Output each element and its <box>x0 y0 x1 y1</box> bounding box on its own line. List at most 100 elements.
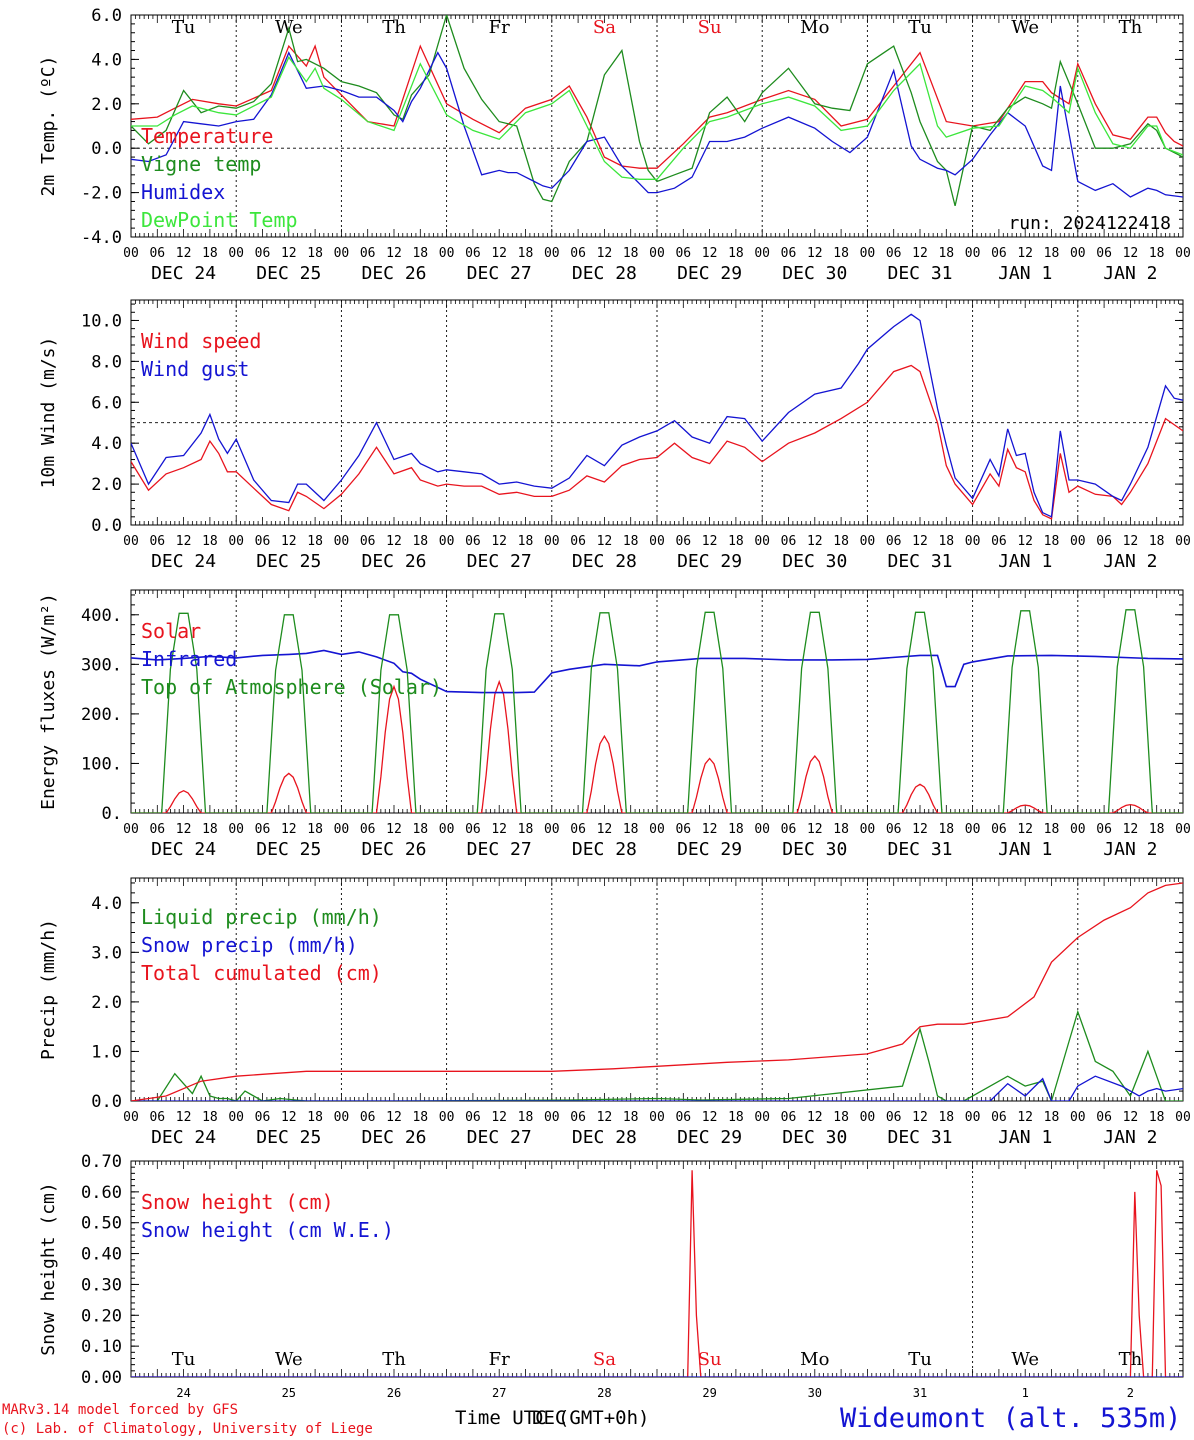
date-label: DEC 29 <box>677 263 742 284</box>
day-of-week-label: Th <box>382 1349 406 1370</box>
hour-tick-label: 12 <box>491 822 507 837</box>
hour-tick-label: 06 <box>1096 822 1112 837</box>
y-tick-label: 6.0 <box>91 393 122 413</box>
hour-tick-label: 12 <box>807 534 823 549</box>
day-of-week-label: Fr <box>489 1349 510 1370</box>
day-number-label: 2 <box>1127 1386 1134 1400</box>
hour-tick-label: 18 <box>938 534 954 549</box>
hour-tick-label: 12 <box>1123 822 1139 837</box>
hour-tick-label: 18 <box>202 246 218 261</box>
hour-tick-label: 18 <box>307 1110 323 1125</box>
hour-tick-label: 00 <box>439 534 455 549</box>
day-number-label: 29 <box>702 1386 716 1400</box>
hour-tick-label: 00 <box>228 1110 244 1125</box>
hour-tick-label: 00 <box>754 822 770 837</box>
hour-tick-label: 18 <box>412 822 428 837</box>
hour-tick-label: 00 <box>860 246 876 261</box>
hour-tick-label: 00 <box>439 246 455 261</box>
date-label: DEC 24 <box>151 1127 216 1148</box>
hour-tick-label: 06 <box>886 1110 902 1125</box>
day-number-label: 25 <box>282 1386 296 1400</box>
y-tick-label: 4.0 <box>91 894 122 914</box>
y-axis-label: Snow height (cm) <box>38 1182 59 1355</box>
hour-tick-label: 00 <box>544 1110 560 1125</box>
date-label: DEC 28 <box>572 263 637 284</box>
hour-tick-label: 12 <box>912 822 928 837</box>
date-label: DEC 27 <box>467 839 532 860</box>
hour-tick-label: 18 <box>1044 246 1060 261</box>
date-label: DEC 31 <box>887 839 952 860</box>
hour-tick-label: 06 <box>465 1110 481 1125</box>
date-label: DEC 27 <box>467 1127 532 1148</box>
hour-tick-label: 18 <box>202 534 218 549</box>
day-of-week-label: We <box>1011 17 1039 38</box>
hour-tick-label: 06 <box>675 534 691 549</box>
y-axis-label: Energy fluxes (W/m²) <box>38 593 59 810</box>
panel-energy: Energy fluxes (W/m²) 0. 100. 200. 300. 400. 00… <box>38 590 1191 860</box>
panel-wind: 10m Wind (m/s)0.02.04.06.08.010.000 06 12 1… <box>38 300 1191 572</box>
y-tick-label: 4.0 <box>91 50 122 70</box>
hour-tick-label: 00 <box>860 822 876 837</box>
legend-entry: Solar <box>141 619 201 643</box>
hour-tick-label: 18 <box>623 246 639 261</box>
hour-tick-label: 00 <box>439 822 455 837</box>
hour-tick-label: 00 <box>860 1110 876 1125</box>
hour-tick-label: 12 <box>1017 246 1033 261</box>
hour-tick-label: 18 <box>728 1110 744 1125</box>
hour-tick-label: 18 <box>728 534 744 549</box>
legend-entry: DewPoint Temp <box>141 208 298 232</box>
hour-tick-label: 00 <box>544 246 560 261</box>
hour-tick-label: 06 <box>675 822 691 837</box>
y-tick-label: 0. <box>102 804 122 824</box>
run-annotation: run: 2024122418 <box>1008 213 1171 234</box>
hour-tick-label: 18 <box>833 534 849 549</box>
hour-tick-label: 18 <box>1149 534 1165 549</box>
legend-entry: Wind speed <box>141 329 261 353</box>
hour-tick-label: 18 <box>833 822 849 837</box>
hour-tick-label: 12 <box>1017 534 1033 549</box>
hour-tick-label: 00 <box>334 246 350 261</box>
day-of-week-label: Fr <box>489 17 510 38</box>
y-tick-label: 0.10 <box>81 1337 122 1357</box>
day-of-week-label: Sa <box>593 1349 616 1370</box>
hour-tick-label: 18 <box>307 246 323 261</box>
hour-tick-label: 06 <box>1096 1110 1112 1125</box>
hour-tick-label: 00 <box>754 534 770 549</box>
day-of-week-label: Mo <box>800 17 829 38</box>
y-tick-label: 0.30 <box>81 1275 122 1295</box>
day-of-week-label: We <box>275 1349 303 1370</box>
hour-tick-label: 12 <box>597 1110 613 1125</box>
date-label: DEC 31 <box>887 263 952 284</box>
hour-tick-label: 18 <box>938 1110 954 1125</box>
hour-tick-label: 12 <box>702 822 718 837</box>
hour-tick-label: 18 <box>938 822 954 837</box>
hour-tick-label: 12 <box>807 822 823 837</box>
date-label: DEC 30 <box>782 839 847 860</box>
hour-tick-label: 12 <box>1123 534 1139 549</box>
hour-tick-label: 18 <box>518 534 534 549</box>
hour-tick-label: 18 <box>307 534 323 549</box>
y-tick-label: 0.70 <box>81 1152 122 1172</box>
day-of-week-label: Mo <box>800 1349 829 1370</box>
y-tick-label: -4.0 <box>81 228 122 248</box>
hour-tick-label: 00 <box>123 1110 139 1125</box>
time-axis-overlay-label: DEC <box>532 1407 566 1429</box>
y-tick-label: 2.0 <box>91 95 122 115</box>
hour-tick-label: 06 <box>255 822 271 837</box>
y-tick-label: 0.40 <box>81 1245 122 1265</box>
hour-tick-label: 00 <box>965 246 981 261</box>
hour-tick-label: 06 <box>360 1110 376 1125</box>
y-tick-label: 6.0 <box>91 6 122 26</box>
y-tick-label: 10.0 <box>81 311 122 331</box>
hour-tick-label: 00 <box>1175 822 1191 837</box>
hour-tick-label: 12 <box>491 246 507 261</box>
day-number-label: 30 <box>808 1386 822 1400</box>
day-of-week-label: Su <box>698 17 722 38</box>
hour-tick-label: 18 <box>518 246 534 261</box>
series-line-temperature <box>131 46 1183 168</box>
hour-tick-label: 06 <box>149 1110 165 1125</box>
y-tick-label: 3.0 <box>91 943 122 963</box>
hour-tick-label: 12 <box>281 534 297 549</box>
hour-tick-label: 00 <box>334 822 350 837</box>
hour-tick-label: 00 <box>649 534 665 549</box>
